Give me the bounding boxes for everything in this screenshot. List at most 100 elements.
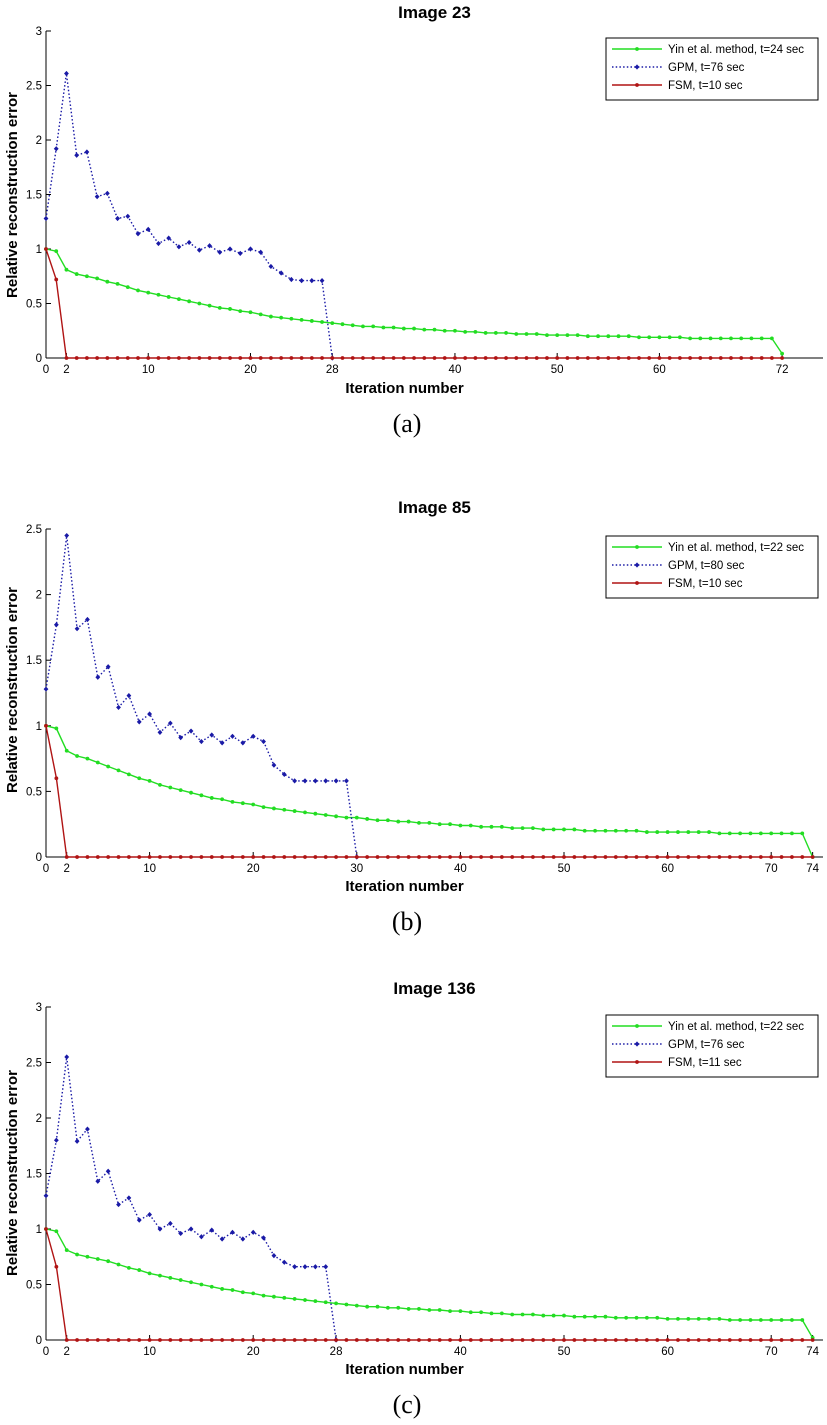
data-point — [43, 1193, 49, 1199]
data-point — [385, 855, 390, 859]
data-point — [299, 356, 304, 360]
legend-marker — [635, 47, 639, 51]
data-point — [510, 1338, 515, 1342]
data-point — [64, 855, 69, 859]
data-point — [178, 1338, 183, 1342]
chart-title: Image 23 — [398, 3, 471, 22]
data-point — [178, 1230, 184, 1237]
data-point — [698, 336, 703, 341]
data-point — [790, 855, 794, 859]
data-point — [85, 855, 90, 859]
series-3 — [44, 1227, 815, 1342]
data-point — [168, 785, 173, 790]
data-point — [606, 356, 611, 360]
data-point — [54, 249, 59, 254]
data-point — [514, 356, 519, 360]
data-point — [572, 855, 577, 859]
data-point — [302, 778, 308, 784]
data-point — [323, 1264, 329, 1270]
data-point — [655, 1315, 660, 1320]
data-point — [585, 356, 590, 360]
data-point — [790, 1338, 794, 1342]
data-point — [738, 1318, 743, 1322]
data-point — [178, 1278, 183, 1282]
series-1 — [44, 1227, 815, 1340]
data-point — [514, 332, 519, 336]
data-point — [240, 801, 245, 806]
data-point — [177, 297, 181, 302]
data-point — [385, 1338, 390, 1342]
data-point — [531, 1338, 535, 1342]
y-tick-label: 0 — [36, 1335, 42, 1347]
data-point — [422, 327, 427, 332]
data-point — [655, 1338, 660, 1342]
data-point — [272, 855, 276, 859]
x-axis-label: Iteration number — [345, 380, 464, 397]
data-point — [189, 790, 193, 795]
y-tick-label: 2 — [36, 135, 42, 147]
data-point — [126, 1338, 131, 1342]
data-point — [729, 356, 733, 360]
data-point — [350, 323, 355, 328]
data-point — [187, 299, 192, 304]
data-point — [562, 1338, 566, 1342]
data-point — [524, 332, 529, 336]
data-point — [593, 1314, 597, 1319]
data-point — [125, 213, 131, 219]
data-point — [551, 855, 556, 859]
data-point — [158, 1338, 162, 1342]
data-point — [340, 322, 345, 327]
data-point — [106, 764, 111, 769]
data-point — [178, 788, 183, 792]
data-point — [354, 815, 359, 820]
data-point — [230, 733, 235, 739]
data-point — [727, 831, 732, 836]
data-point — [479, 855, 484, 859]
data-point — [738, 831, 743, 836]
x-tick-label: 60 — [661, 863, 674, 875]
data-point — [489, 1311, 494, 1316]
data-point — [278, 270, 284, 276]
data-point — [248, 356, 253, 360]
data-point — [199, 1338, 204, 1342]
data-point — [313, 855, 318, 859]
data-point — [448, 1338, 452, 1342]
data-point — [344, 855, 349, 859]
data-point — [562, 827, 566, 832]
data-point — [188, 1226, 194, 1232]
data-point — [458, 1309, 463, 1314]
data-point — [207, 356, 212, 360]
data-point — [188, 728, 194, 734]
data-point — [749, 356, 754, 360]
data-point — [250, 733, 256, 739]
data-point — [739, 356, 744, 360]
data-point — [54, 776, 59, 781]
data-point — [220, 1338, 225, 1342]
data-point — [667, 335, 672, 340]
data-point — [74, 356, 79, 360]
data-point — [146, 356, 151, 360]
data-point — [385, 818, 390, 823]
data-point — [64, 532, 70, 539]
data-point — [748, 855, 753, 859]
figure-caption: (a) — [393, 409, 422, 438]
data-point — [427, 820, 432, 825]
data-point — [95, 356, 100, 360]
legend-label: GPM, t=76 sec — [668, 62, 745, 74]
y-tick-label: 0.5 — [26, 299, 42, 311]
data-point — [800, 855, 805, 859]
data-point — [43, 215, 49, 222]
x-tick-label: 72 — [776, 364, 789, 376]
data-point — [759, 356, 764, 360]
data-point — [624, 1338, 629, 1342]
data-point — [199, 1282, 204, 1287]
data-point — [105, 279, 110, 284]
data-point — [209, 1284, 214, 1289]
data-point — [85, 1126, 90, 1132]
data-point — [137, 855, 142, 859]
data-point — [468, 1338, 473, 1342]
data-point — [240, 855, 245, 859]
data-point — [688, 336, 692, 341]
data-point — [551, 827, 556, 832]
data-point — [790, 831, 794, 836]
